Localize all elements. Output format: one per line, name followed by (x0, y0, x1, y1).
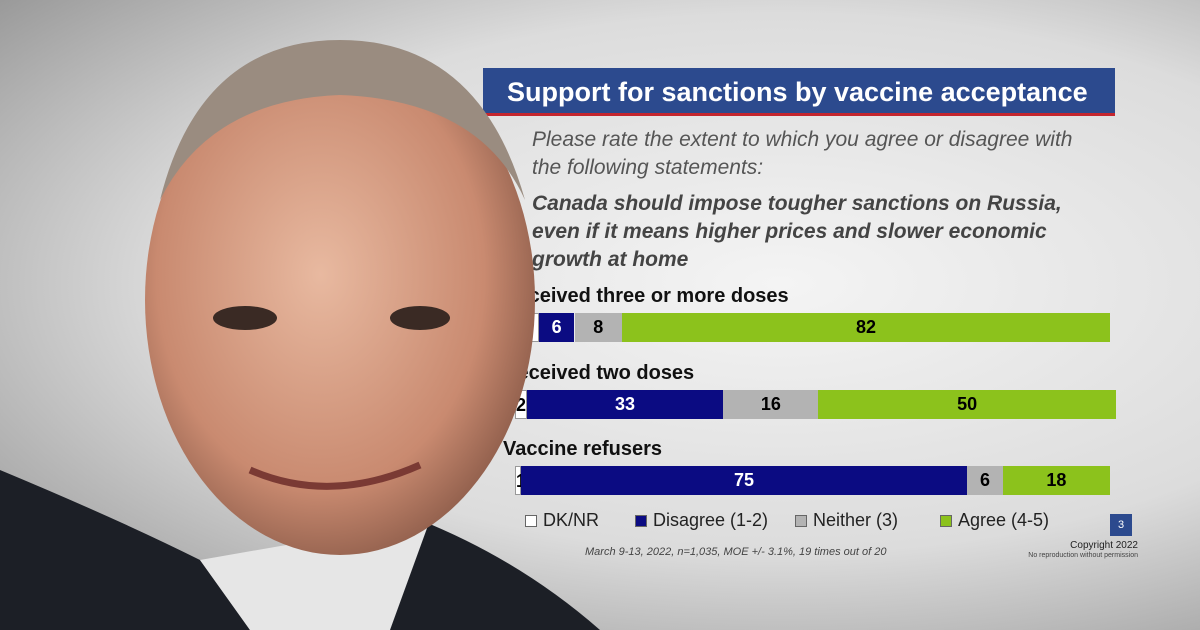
hair (160, 40, 525, 200)
data-label: 16 (760, 394, 781, 414)
legend-swatch (635, 514, 647, 527)
bar-segment: 50 (818, 390, 1116, 419)
data-label: 75 (734, 470, 755, 490)
photo (0, 40, 600, 630)
bar-segment: 75 (520, 466, 968, 495)
data-label: 50 (957, 394, 978, 414)
legend-item: Agree (4-5) (940, 510, 1049, 531)
legend-label: DK/NR (543, 510, 600, 530)
bar-segment: 6 (967, 466, 1003, 495)
mouth (248, 461, 422, 490)
eye (213, 306, 277, 330)
data-label: 6 (980, 470, 991, 490)
question: Please rate the extent to which you agre… (532, 128, 1073, 179)
copyright: Copyright 2022 (1070, 540, 1138, 551)
category-label: Received three or more doses (503, 285, 789, 307)
notice: No reproduction without permission (1028, 552, 1138, 559)
legend-item: Neither (3) (795, 510, 898, 531)
statement: Canada should impose tougher sanctions o… (532, 192, 1062, 271)
bar-segment: 8 (574, 313, 623, 342)
legend-label: Disagree (1-2) (653, 510, 769, 530)
legend-item: Disagree (1-2) (635, 510, 768, 531)
eye (390, 306, 450, 330)
page-number: 3 (1110, 514, 1132, 536)
data-label: 33 (615, 394, 636, 414)
category-label: Received two doses (503, 362, 695, 384)
bar-segment: 82 (622, 313, 1110, 342)
suit-left (0, 470, 250, 630)
legend-label: Neither (3) (813, 510, 899, 530)
legend-swatch (795, 514, 807, 527)
suit-right (380, 520, 600, 630)
slide-title: Support for sanctions by vaccine accepta… (483, 68, 1115, 116)
category-label: Vaccine refusers (503, 438, 662, 460)
bar-segment: 16 (723, 390, 819, 419)
bar-segment: 18 (1002, 466, 1110, 495)
bar-segment: 33 (526, 390, 724, 419)
face (145, 45, 535, 555)
footnote: March 9-13, 2022, n=1,035, MOE +/- 3.1%,… (585, 546, 887, 558)
legend-swatch (525, 514, 537, 527)
legend-label: Agree (4-5) (958, 510, 1050, 530)
data-label: 2 (516, 395, 527, 415)
data-label: 82 (856, 317, 877, 337)
bar-segment: 6 (538, 313, 575, 342)
legend-item: DK/NR (525, 510, 599, 531)
data-label: 8 (593, 317, 604, 337)
data-label: 18 (1046, 470, 1067, 490)
legend-swatch (940, 514, 952, 527)
data-label: 6 (551, 317, 562, 337)
